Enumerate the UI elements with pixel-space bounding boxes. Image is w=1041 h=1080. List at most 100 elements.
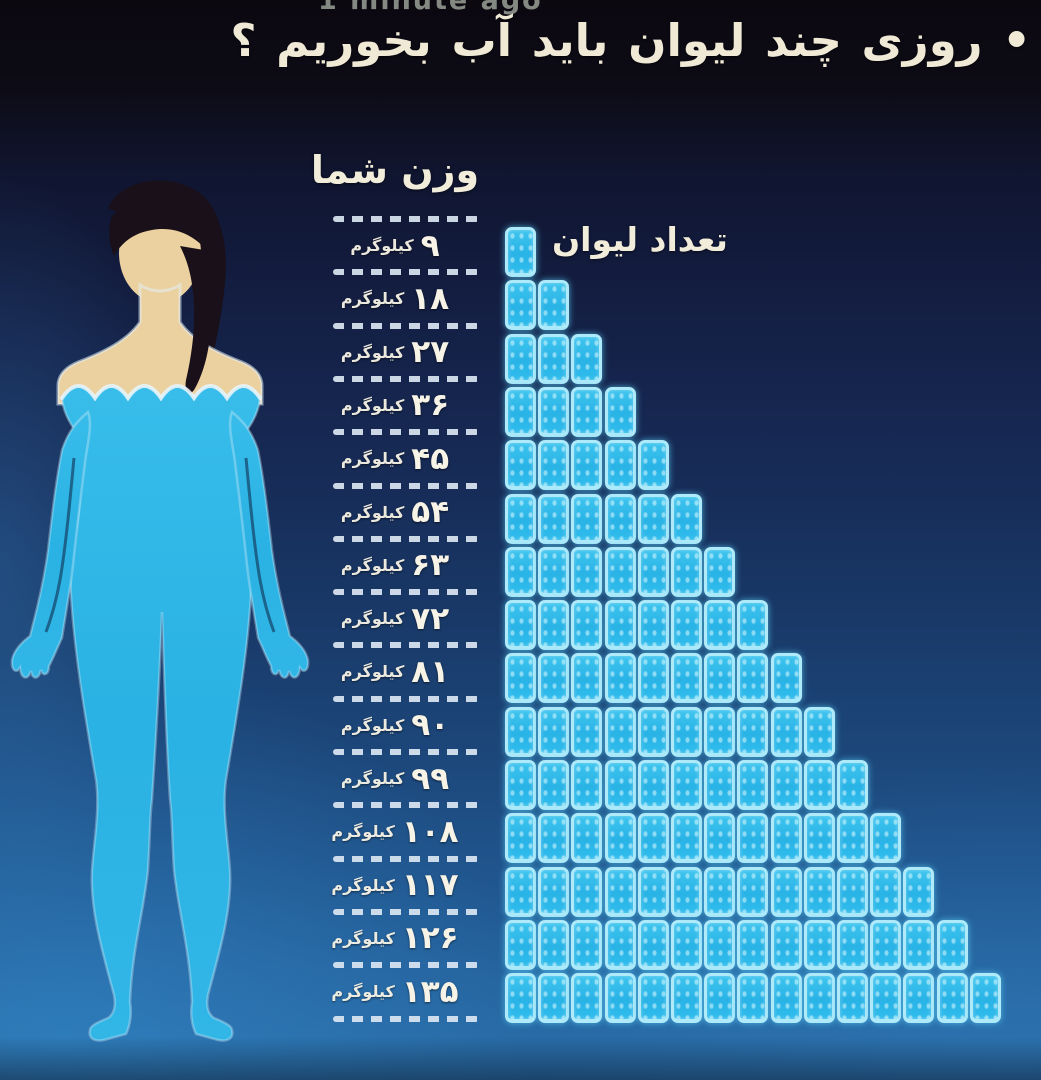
glass-icon [505,760,536,810]
glass-icon [770,760,802,810]
glass-icon [704,813,736,864]
glass-icon [538,973,570,1024]
glass-icon [571,919,603,970]
glass-icon [936,973,968,1024]
glass-icon [671,706,702,757]
glass-icon [737,600,769,651]
dash-separator [333,749,479,755]
dash-separator [333,216,479,222]
weight-value: ۱۰۸ [401,813,459,850]
glass-icon [604,440,636,491]
glass-icon [538,760,570,810]
figure-chest-icon [56,282,264,406]
dash-separator [333,429,479,436]
glass-icon [505,600,536,651]
weight-unit: کیلوگرم [350,236,414,255]
weight-unit: کیلوگرم [340,289,405,309]
glass-icon [538,386,570,437]
weight-row-label: ۵۴ کیلوگرم [306,492,484,534]
weight-row-label: ۱۱۷ کیلوگرم [306,865,484,907]
figure-water-body [60,384,262,1042]
glass-icon [671,760,702,810]
glass-icon [903,973,935,1024]
glass-icon [671,813,702,864]
glass-icon [604,493,636,544]
glass-icon [671,919,702,970]
glass-icon [837,813,868,864]
weight-row-label: ۷۲ کیلوگرم [306,598,484,640]
glass-icon [571,653,603,704]
weight-unit: کیلوگرم [340,769,405,788]
glass-icon [770,653,802,704]
weight-row-label: ۲۷ کیلوگرم [306,332,484,374]
weight-row-label: ۱۲۶ کیلوگرم [306,918,484,960]
weight-row-label: ۴۵ کیلوگرم [306,438,484,480]
clipped-timestamp: 1 minute ago [318,0,543,16]
figure-right-arm [228,409,310,679]
weight-row-label: ۱۸ کیلوگرم [306,278,484,320]
weight-row-label: ۹ کیلوگرم [306,225,484,267]
weight-unit: کیلوگرم [340,555,405,575]
glass-icon [704,866,736,917]
glass-icon [505,227,536,277]
weight-value: ۳۶ [411,387,450,424]
glass-icon [571,973,603,1024]
glass-icon [671,653,702,704]
glass-icon [770,919,802,970]
glass-icon [803,813,835,864]
glass-icon [936,919,968,970]
glass-icon [538,333,570,384]
glass-icon [803,866,835,917]
figure-hair-strand-icon [180,246,213,394]
glass-icon [803,706,835,757]
glass-icon [903,919,935,970]
glass-icon [538,919,570,970]
weight-row-label: ۳۶ کیلوگرم [306,385,484,427]
dash-separator [333,589,479,596]
weight-unit: کیلوگرم [340,502,405,522]
glass-icon [637,973,669,1024]
glass-icon [671,493,702,544]
weight-value: ۹۰ [411,707,450,744]
glass-icon [770,973,802,1024]
glass-icon [770,706,802,757]
glass-icon [737,706,769,757]
glass-icon [704,546,736,597]
glass-icon [505,280,536,331]
glass-icon [637,919,669,970]
dash-separator [333,855,479,862]
glass-icon [538,866,570,917]
figure-left-arm [10,409,92,679]
glass-icon [604,813,636,864]
glass-icon [637,706,669,757]
glass-icon [604,600,636,651]
dash-separator [333,908,479,915]
glass-icon [637,653,669,704]
glass-icon [770,866,802,917]
glass-icon [571,760,603,810]
glass-icon [505,493,536,544]
glass-icon [870,919,902,970]
glass-icon [737,813,769,864]
glass-icon [837,866,868,917]
glass-icon [505,973,536,1024]
glass-icon [770,813,802,864]
glass-icon [903,866,935,917]
dash-separator [333,535,479,542]
weight-unit: کیلوگرم [331,928,395,948]
glass-icon [538,280,570,331]
dash-separator [333,482,479,489]
glass-icon [671,973,702,1024]
glass-icon [870,973,902,1024]
glass-icon [704,973,736,1024]
dash-separator [333,962,479,969]
glass-icon [571,333,603,384]
weight-unit: کیلوگرم [340,449,405,469]
weight-unit: کیلوگرم [331,822,395,842]
glass-icon [604,653,636,704]
glass-icon [704,600,736,651]
glass-icon [505,386,536,437]
glass-icon [837,919,868,970]
glass-icon [737,973,769,1024]
figure-arm-gap-left [44,457,76,633]
